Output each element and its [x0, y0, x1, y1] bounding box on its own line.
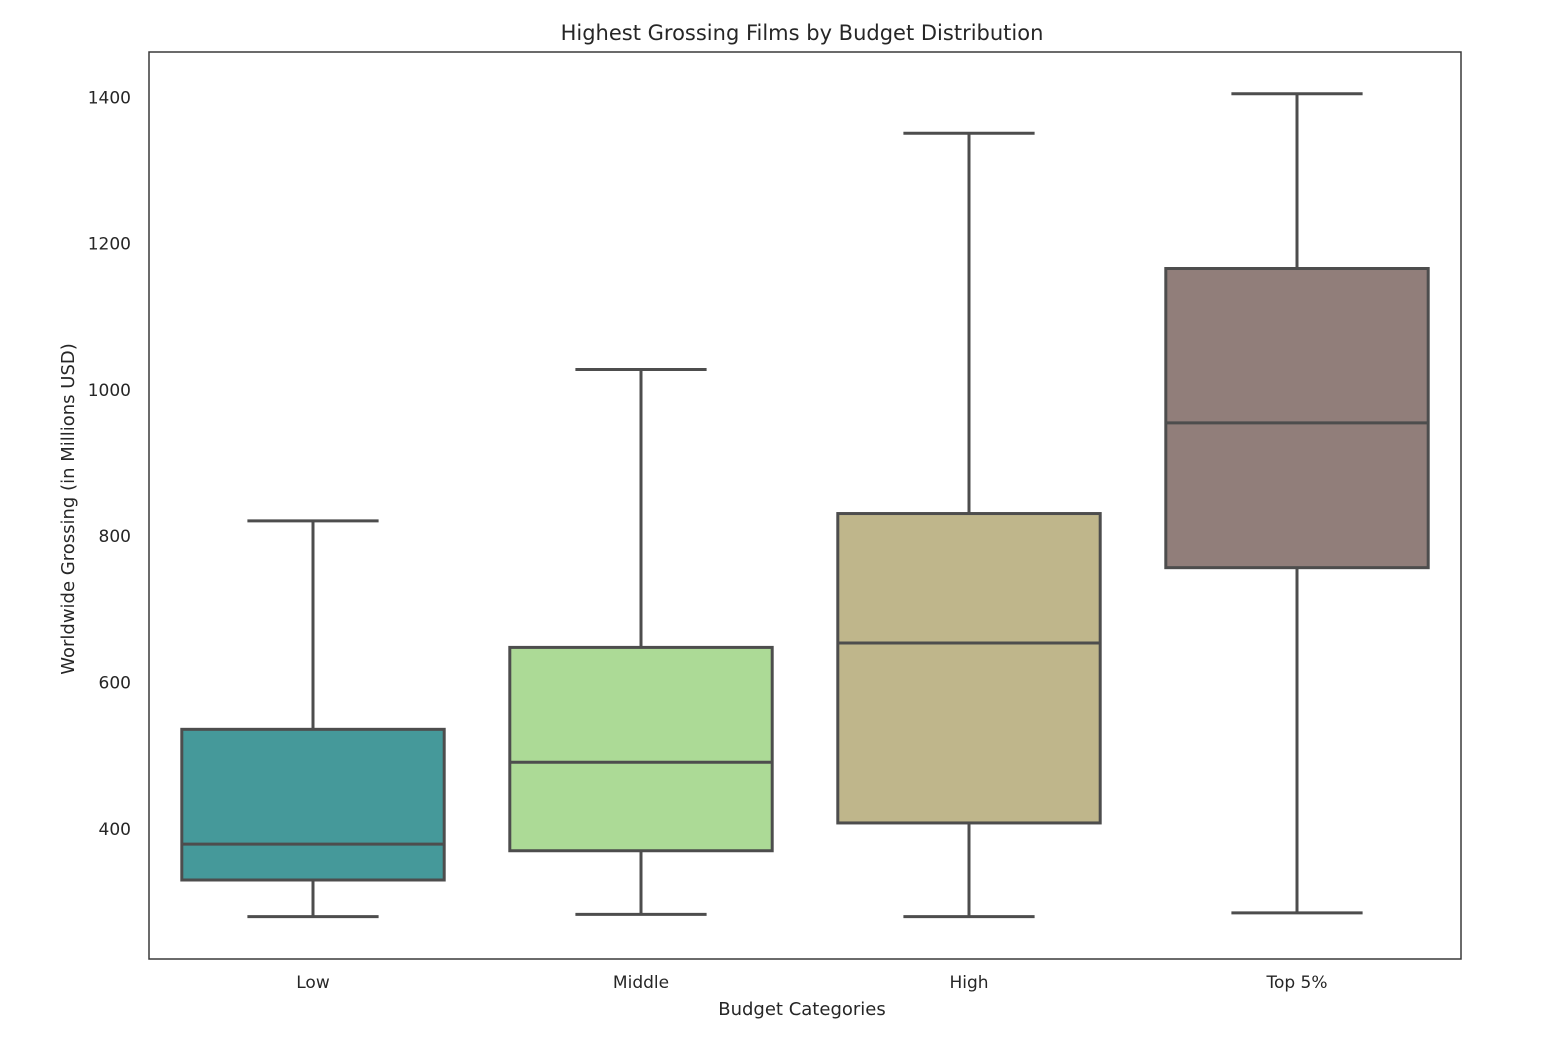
x-tick-label: High: [949, 973, 988, 993]
x-axis-ticks: Low Middle High Top 5%: [296, 973, 1327, 993]
y-axis-label: Worldwide Grossing (in Millions USD): [58, 343, 79, 675]
box-iqr: [836, 512, 1102, 825]
y-tick-label: 1400: [88, 88, 131, 108]
y-tick-label: 1200: [88, 235, 131, 255]
box-group: [180, 519, 446, 919]
y-tick-label: 600: [99, 674, 131, 694]
x-tick-label: Middle: [613, 973, 669, 993]
x-tick-label: Low: [296, 973, 330, 993]
box-iqr: [180, 727, 446, 882]
x-axis-label: Budget Categories: [718, 999, 885, 1020]
box-group: [1164, 92, 1430, 915]
y-tick-label: 800: [99, 527, 131, 547]
y-axis-ticks: 400 600 800 1000 1200 1400: [88, 88, 131, 839]
y-tick-label: 1000: [88, 381, 131, 401]
box-group: [836, 131, 1102, 919]
box-iqr: [1164, 267, 1430, 570]
box-series: [180, 92, 1430, 919]
x-tick-label: Top 5%: [1265, 973, 1327, 993]
y-tick-label: 400: [99, 820, 131, 840]
chart-title: Highest Grossing Films by Budget Distrib…: [561, 21, 1044, 45]
box-iqr: [508, 645, 774, 853]
box-group: [508, 367, 774, 916]
